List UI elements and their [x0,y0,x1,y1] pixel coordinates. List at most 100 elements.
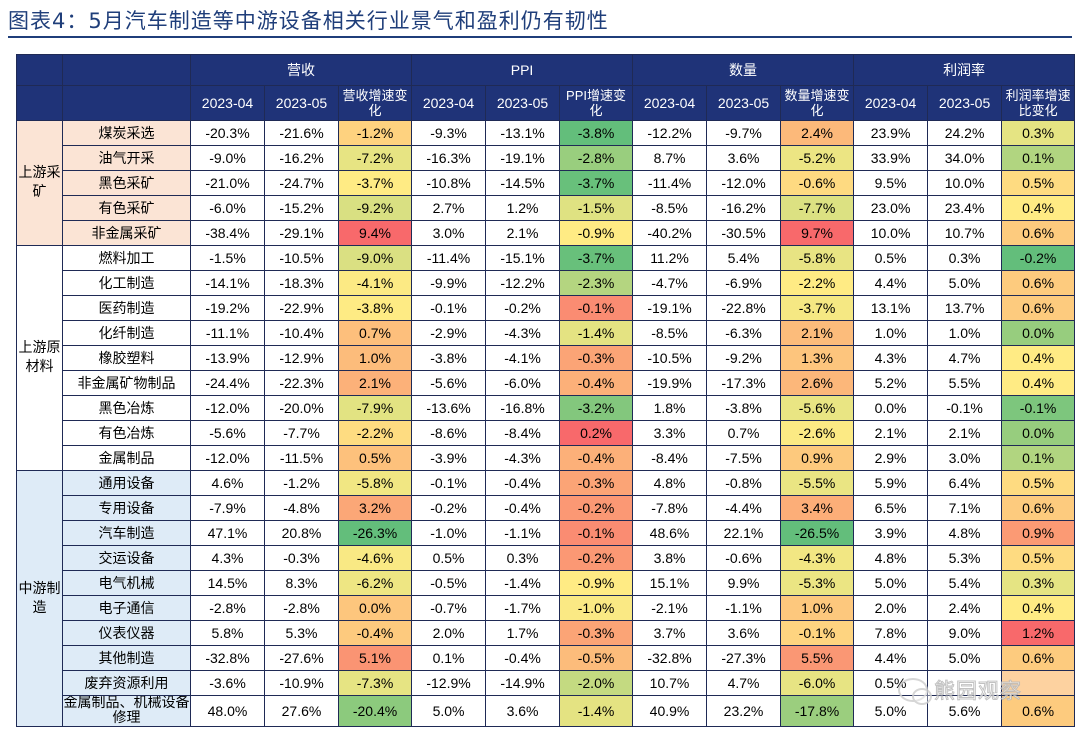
change-cell: 3.2% [337,495,413,521]
change-cell: -0.3% [559,470,634,496]
value-cell: -12.9% [264,345,339,371]
change-cell: -0.9% [559,220,634,246]
change-cell: -0.1% [780,620,855,646]
value-cell: -0.1% [411,470,487,496]
value-cell: -18.3% [264,270,339,296]
value-cell: 8.3% [264,570,339,596]
value-cell: -0.3% [264,545,339,571]
value-cell: 11.2% [632,245,708,271]
value-cell: -6.9% [706,270,782,296]
value-cell: -1.4% [485,570,561,596]
value-cell: -5.6% [411,370,487,396]
value-cell: -1.1% [485,520,561,546]
industry-name: 通用设备 [62,470,191,496]
change-cell: -5.2% [780,145,855,171]
change-cell: 0.6% [1001,270,1076,296]
value-cell: -16.2% [706,195,782,221]
table-header: 营收 PPI 数量 利润率 2023-04 2023-05 营收增速变化 202… [16,54,1076,121]
value-cell: -12.0% [190,395,265,421]
value-cell: -11.1% [190,320,265,346]
value-cell: 4.3% [853,345,929,371]
value-cell: -3.8% [411,345,487,371]
change-cell: 0.4% [1001,195,1076,221]
value-cell: -5.6% [190,420,265,446]
value-cell: 23.2% [706,695,782,727]
value-cell: 3.3% [632,420,708,446]
value-cell: -22.8% [706,295,782,321]
value-cell: 23.9% [853,120,929,146]
value-cell: 1.8% [632,395,708,421]
change-cell: -1.2% [337,120,413,146]
value-cell: -9.2% [706,345,782,371]
change-cell: -1.4% [559,320,634,346]
change-cell: -0.2% [1001,245,1076,271]
value-cell: 4.7% [706,670,782,696]
change-cell: -3.2% [559,395,634,421]
value-cell: 48.0% [190,695,265,727]
watermark: 熊园观察 [898,676,1058,705]
table-row: 医药制造 -19.2% -22.9% -3.8% -0.1% -0.2% -0.1% -19.… [17,295,1076,321]
table-row: 非金属矿物制品 -24.4% -22.3% 2.1% -5.6% -6.0% -0.4% -1… [17,370,1076,396]
change-cell [1001,670,1076,696]
value-cell: 2.0% [853,595,929,621]
value-cell: -4.1% [485,345,561,371]
industry-name: 金属制品、机械设备修理 [62,695,191,727]
value-cell: 4.8% [853,545,929,571]
value-cell: -3.8% [706,395,782,421]
value-cell: -4.3% [485,445,561,471]
value-cell: -1.2% [264,470,339,496]
change-cell: -3.7% [559,170,634,196]
value-cell: -3.9% [411,445,487,471]
change-cell: 1.0% [780,595,855,621]
change-cell: -3.7% [559,245,634,271]
sub-header: 利润率增速比变化 [1001,85,1076,121]
value-cell: -6.3% [706,320,782,346]
sub-header: 2023-04 [632,85,708,121]
value-cell: -2.9% [411,320,487,346]
value-cell: -1.7% [485,595,561,621]
change-cell: -5.8% [780,245,855,271]
corner-cell [62,85,191,121]
change-cell: -0.4% [559,445,634,471]
value-cell: -10.4% [264,320,339,346]
value-cell: 6.5% [853,495,929,521]
value-cell: -15.1% [485,245,561,271]
change-cell: -6.0% [780,670,855,696]
change-cell: 0.7% [337,320,413,346]
change-cell: 1.3% [780,345,855,371]
change-cell: 0.2% [559,420,634,446]
value-cell: 9.0% [927,620,1003,646]
industry-name: 黑色采矿 [62,170,191,196]
change-cell: -5.3% [780,570,855,596]
change-cell: 0.6% [1001,220,1076,246]
change-cell: 9.4% [337,220,413,246]
change-cell: 0.6% [1001,645,1076,671]
value-cell: 13.7% [927,295,1003,321]
sub-header: PPI增速变化 [559,85,634,121]
value-cell: 3.8% [632,545,708,571]
value-cell: -20.0% [264,395,339,421]
industry-name: 交运设备 [62,545,191,571]
change-cell: 0.1% [1001,145,1076,171]
industry-name: 电气机械 [62,570,191,596]
value-cell: 5.3% [927,545,1003,571]
value-cell: 40.9% [632,695,708,727]
corner-cell [16,85,63,121]
change-cell: 0.5% [1001,545,1076,571]
sub-header: 2023-04 [853,85,929,121]
change-cell: 0.3% [1001,570,1076,596]
industry-name: 电子通信 [62,595,191,621]
value-cell: -19.9% [632,370,708,396]
page-title: 图表4：5月汽车制造等中游设备相关行业景气和盈利仍有韧性 [8,6,1072,38]
value-cell: 2.1% [485,220,561,246]
value-cell: 2.1% [853,420,929,446]
value-cell: 2.1% [927,420,1003,446]
corner-cell [16,54,63,86]
group-header-revenue: 营收 [189,54,413,86]
value-cell: 23.4% [927,195,1003,221]
industry-name: 其他制造 [62,645,191,671]
change-cell: 0.4% [1001,370,1076,396]
change-cell: -0.4% [559,370,634,396]
sub-header: 2023-05 [706,85,782,121]
value-cell: 5.4% [706,245,782,271]
